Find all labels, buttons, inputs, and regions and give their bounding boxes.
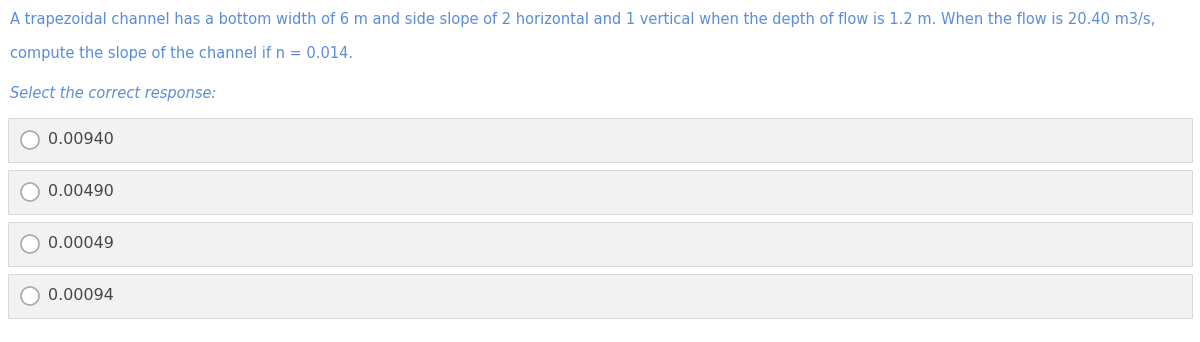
- Text: Select the correct response:: Select the correct response:: [10, 86, 216, 101]
- Text: 0.00490: 0.00490: [48, 184, 114, 199]
- Text: A trapezoidal channel has a bottom width of 6 m and side slope of 2 horizontal a: A trapezoidal channel has a bottom width…: [10, 12, 1156, 27]
- Text: 0.00094: 0.00094: [48, 289, 114, 303]
- Circle shape: [22, 235, 38, 253]
- Circle shape: [22, 287, 38, 305]
- FancyBboxPatch shape: [8, 222, 1192, 266]
- FancyBboxPatch shape: [8, 274, 1192, 318]
- Circle shape: [22, 131, 38, 149]
- Text: 0.00049: 0.00049: [48, 237, 114, 251]
- FancyBboxPatch shape: [8, 118, 1192, 162]
- FancyBboxPatch shape: [8, 170, 1192, 214]
- Text: 0.00940: 0.00940: [48, 132, 114, 147]
- Circle shape: [22, 183, 38, 201]
- Text: compute the slope of the channel if n = 0.014.: compute the slope of the channel if n = …: [10, 46, 353, 61]
